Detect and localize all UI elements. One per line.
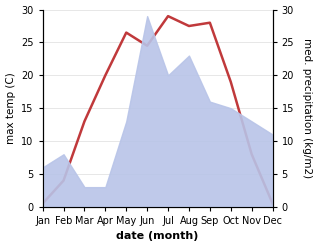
Y-axis label: med. precipitation (kg/m2): med. precipitation (kg/m2) (302, 38, 313, 178)
Y-axis label: max temp (C): max temp (C) (5, 72, 16, 144)
X-axis label: date (month): date (month) (116, 231, 199, 242)
